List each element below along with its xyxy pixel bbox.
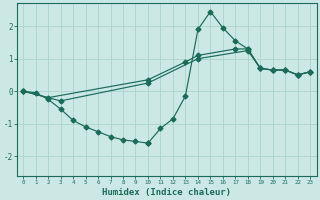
X-axis label: Humidex (Indice chaleur): Humidex (Indice chaleur) <box>102 188 231 197</box>
